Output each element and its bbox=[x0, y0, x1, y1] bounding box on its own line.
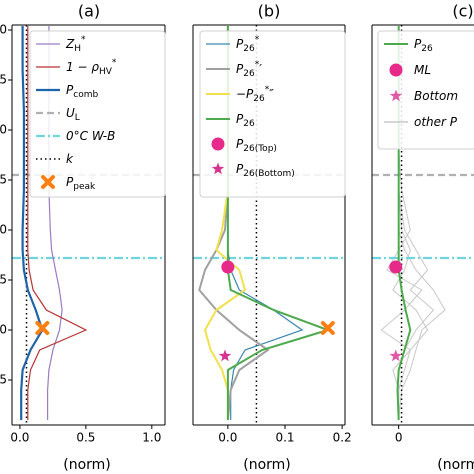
legend-label: ZH* bbox=[65, 35, 86, 54]
legend-label: k bbox=[66, 152, 74, 166]
marker-x bbox=[320, 321, 335, 335]
legend-label: P26 bbox=[236, 112, 255, 129]
y-tick-label: 0 bbox=[0, 223, 7, 237]
panel-title: (c) bbox=[452, 2, 473, 21]
legend: P26 ML Bottom other P bbox=[377, 30, 474, 150]
x-tick-label: 0 bbox=[395, 431, 403, 445]
legend-label: P26 bbox=[414, 37, 433, 54]
legend-label: −P26*″ bbox=[236, 85, 274, 104]
x-tick-label: 0.1 bbox=[275, 431, 294, 445]
legend-label: Bottom bbox=[414, 89, 458, 103]
y-tick-label: 5 bbox=[0, 373, 7, 387]
x-axis-label: (norm) bbox=[243, 457, 291, 473]
y-tick-label: 0 bbox=[0, 123, 7, 137]
marker-circle bbox=[221, 260, 235, 274]
legend-swatch bbox=[389, 89, 403, 102]
panel-title: (b) bbox=[258, 2, 281, 21]
legend-label: UL bbox=[66, 106, 80, 123]
marker-star bbox=[389, 349, 402, 362]
y-tick-label: 0 bbox=[0, 323, 7, 337]
x-tick-label: 0.5 bbox=[76, 431, 95, 445]
y-tick-label: 0 bbox=[0, 23, 7, 37]
legend-label: 1 − ρHV* bbox=[66, 58, 117, 77]
legend-label: P26* bbox=[236, 35, 260, 54]
legend-label: other P bbox=[414, 115, 458, 129]
x-axis-label: (norm) bbox=[63, 457, 111, 473]
y-tick-label: 5 bbox=[0, 273, 7, 287]
panel-title: (a) bbox=[78, 2, 100, 21]
legend-label: Ppeak bbox=[66, 175, 96, 192]
legend-label: P26*′ bbox=[236, 60, 262, 79]
series-line bbox=[27, 26, 88, 420]
legend-swatch bbox=[211, 137, 225, 151]
legend-swatch bbox=[211, 162, 225, 175]
marker-x bbox=[35, 321, 50, 335]
y-tick-label: 5 bbox=[0, 173, 7, 187]
legend: ZH* 1 − ρHV* Pcomb UL 0°C W-B k Ppeak bbox=[29, 30, 166, 198]
legend-label: Pcomb bbox=[66, 83, 98, 100]
x-tick-label: 0.2 bbox=[333, 431, 352, 445]
marker-star bbox=[218, 349, 232, 362]
x-tick-label: 0.0 bbox=[218, 431, 237, 445]
x-axis-label: (norm) bbox=[437, 457, 474, 473]
marker-circle bbox=[389, 260, 403, 274]
legend: P26* P26*′ −P26*″ P26 P26(Top) P26(Bottom) bbox=[199, 30, 346, 198]
y-tick-label: 5 bbox=[0, 73, 7, 87]
legend-label: P26(Top) bbox=[236, 137, 277, 154]
legend-label: 0°C W-B bbox=[66, 129, 115, 143]
x-tick-label: 1.0 bbox=[142, 431, 161, 445]
legend-box bbox=[377, 30, 474, 150]
legend-label: P26(Bottom) bbox=[236, 162, 295, 179]
legend-box bbox=[199, 30, 346, 198]
legend-swatch bbox=[41, 175, 55, 189]
x-tick-label: 0.0 bbox=[10, 431, 29, 445]
legend-swatch bbox=[389, 63, 403, 77]
series-line bbox=[20, 26, 44, 420]
legend-box bbox=[29, 30, 166, 198]
legend-label: ML bbox=[414, 63, 431, 77]
